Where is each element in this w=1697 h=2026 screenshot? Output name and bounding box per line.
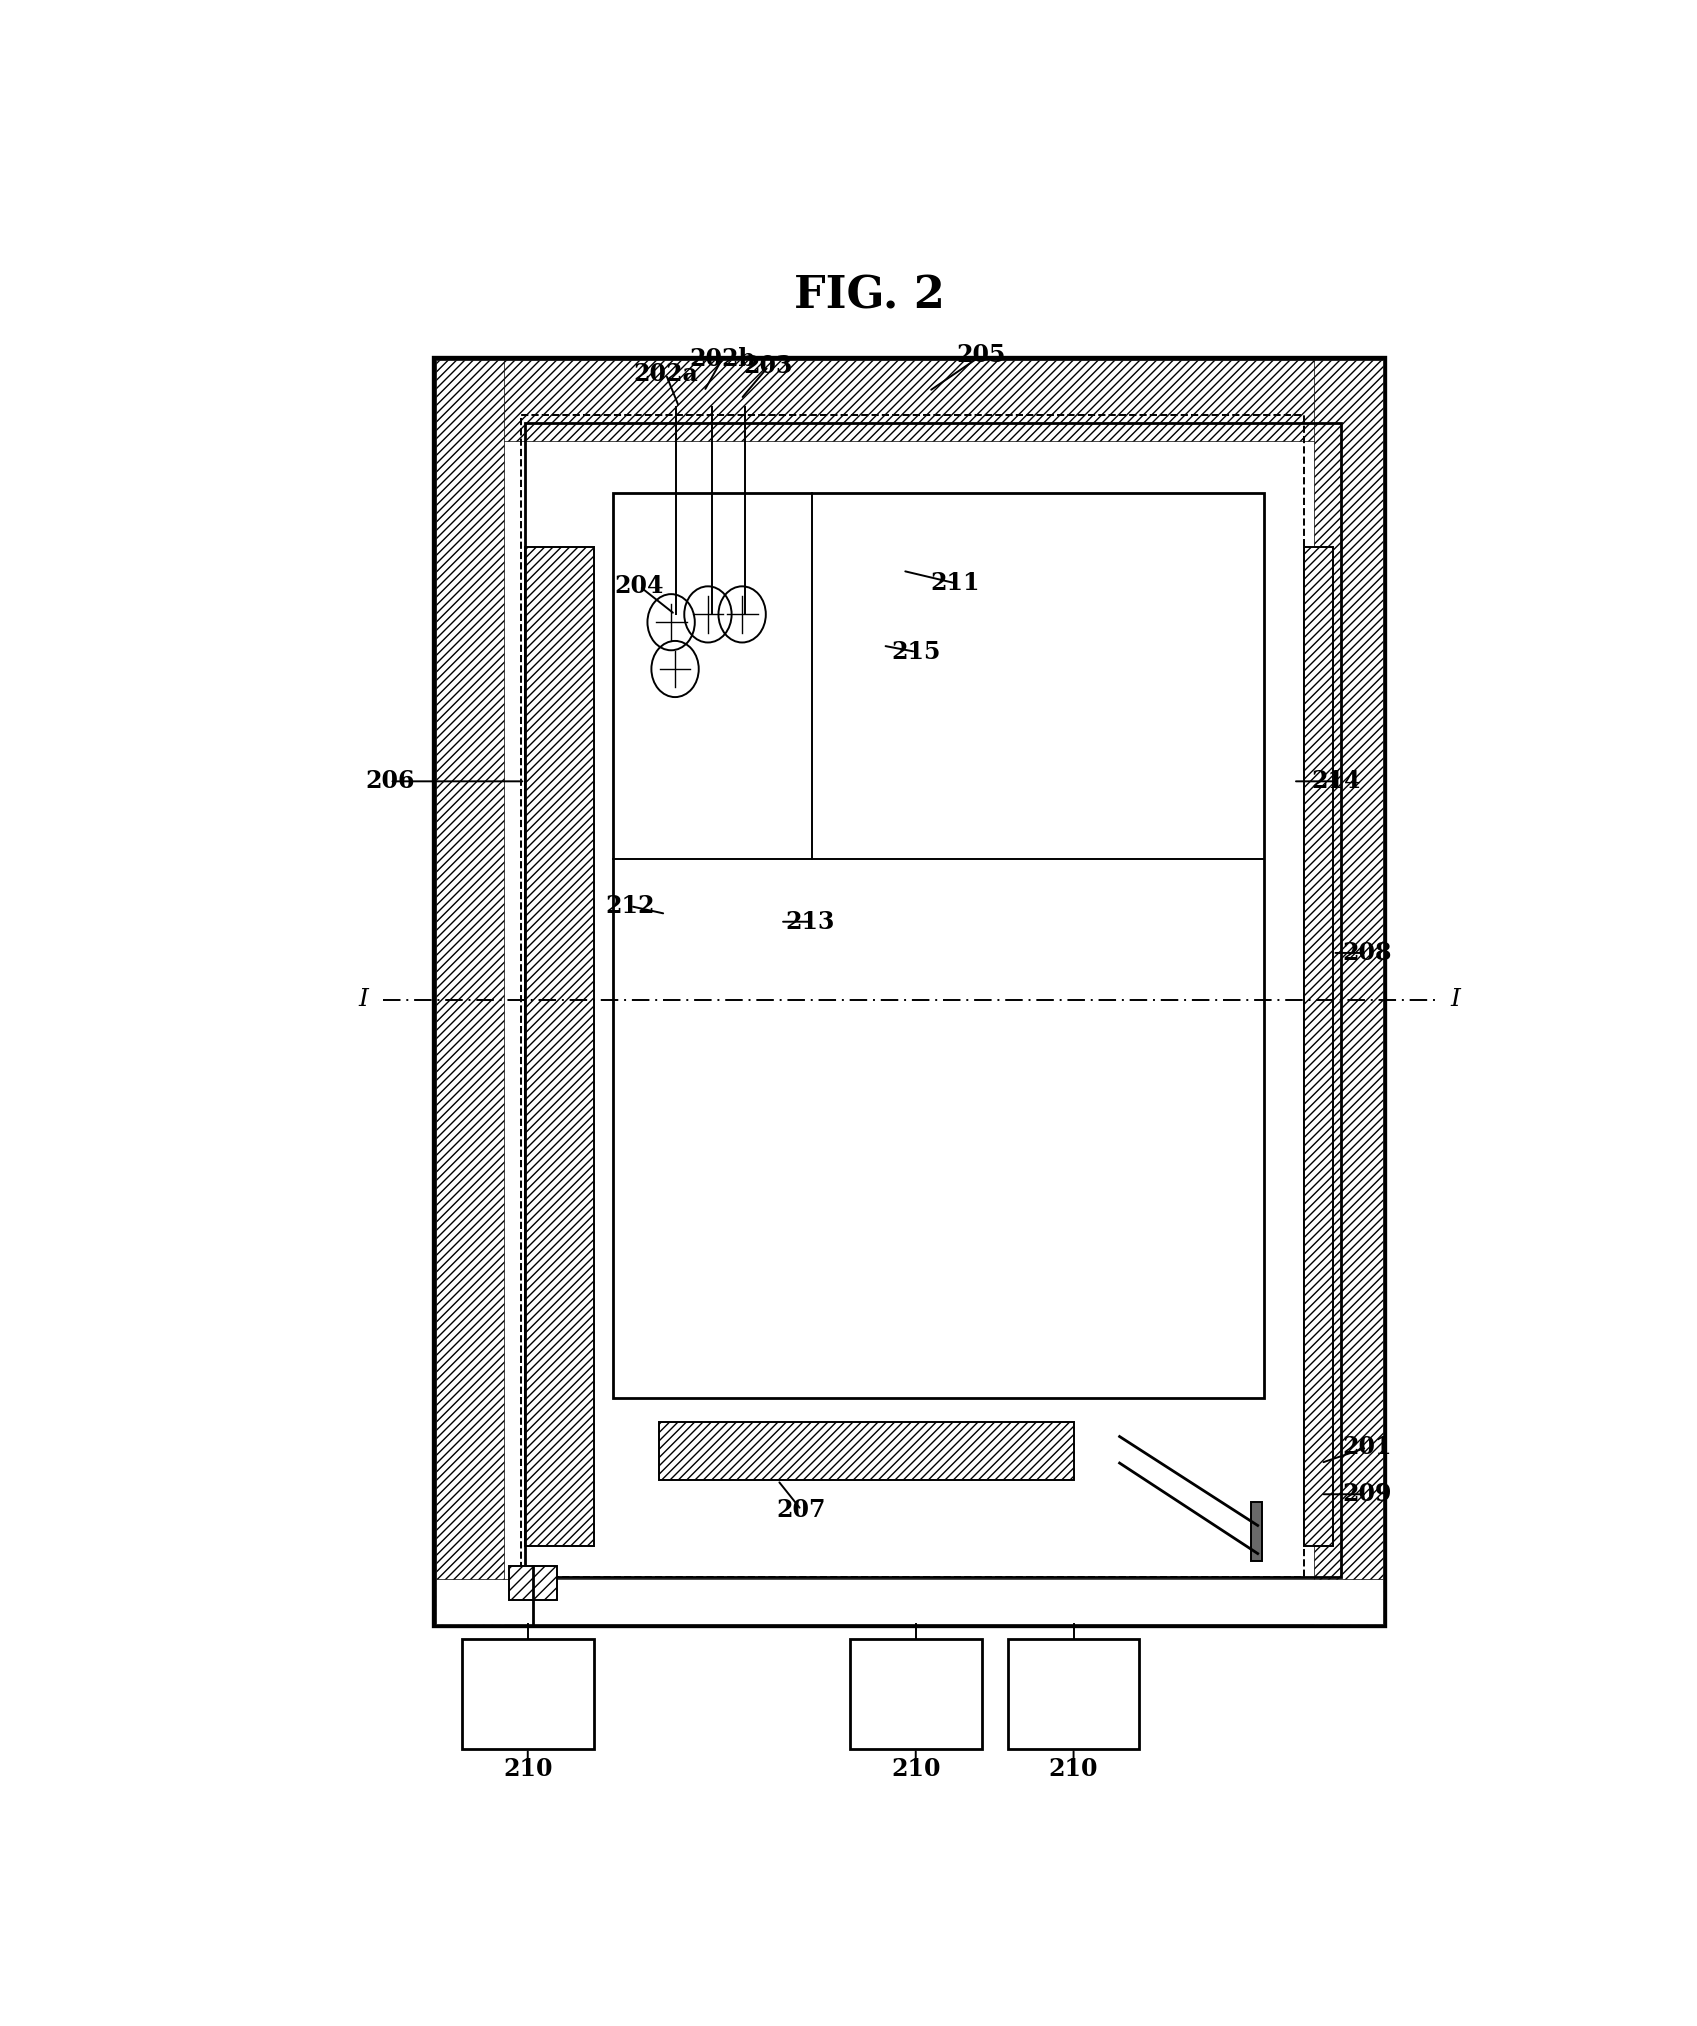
Bar xyxy=(436,361,504,1623)
Text: 210: 210 xyxy=(891,1757,940,1781)
Bar xyxy=(1008,1639,1139,1748)
Bar xyxy=(658,1422,1074,1481)
Bar xyxy=(524,423,1341,1576)
Bar xyxy=(1313,361,1383,1623)
Text: 207: 207 xyxy=(777,1497,826,1522)
Bar xyxy=(436,1578,1383,1623)
Bar xyxy=(524,547,594,1546)
Text: 215: 215 xyxy=(891,640,940,665)
Text: 203: 203 xyxy=(743,355,792,379)
Bar xyxy=(436,361,1383,1623)
Bar xyxy=(613,492,1264,1398)
Bar xyxy=(521,415,1303,1576)
Text: I: I xyxy=(1449,989,1459,1011)
Text: 202b: 202b xyxy=(689,346,755,371)
Text: 206: 206 xyxy=(365,770,414,794)
Bar xyxy=(1251,1501,1261,1562)
Text: 208: 208 xyxy=(1342,940,1392,964)
Text: 213: 213 xyxy=(786,910,835,934)
Text: FIG. 2: FIG. 2 xyxy=(794,276,945,318)
Text: 211: 211 xyxy=(930,571,979,596)
Text: 214: 214 xyxy=(1312,770,1361,794)
Text: 202a: 202a xyxy=(633,363,697,387)
Bar xyxy=(1303,547,1332,1546)
Bar xyxy=(436,361,1383,442)
Text: 210: 210 xyxy=(1049,1757,1098,1781)
Text: 210: 210 xyxy=(502,1757,553,1781)
Text: 212: 212 xyxy=(606,893,655,918)
Text: 201: 201 xyxy=(1342,1436,1392,1459)
Text: 205: 205 xyxy=(957,344,1006,367)
Bar xyxy=(509,1566,557,1601)
Text: 209: 209 xyxy=(1342,1483,1392,1505)
Bar xyxy=(462,1639,594,1748)
Text: I: I xyxy=(358,989,368,1011)
Text: 204: 204 xyxy=(614,573,664,598)
Bar xyxy=(850,1639,981,1748)
